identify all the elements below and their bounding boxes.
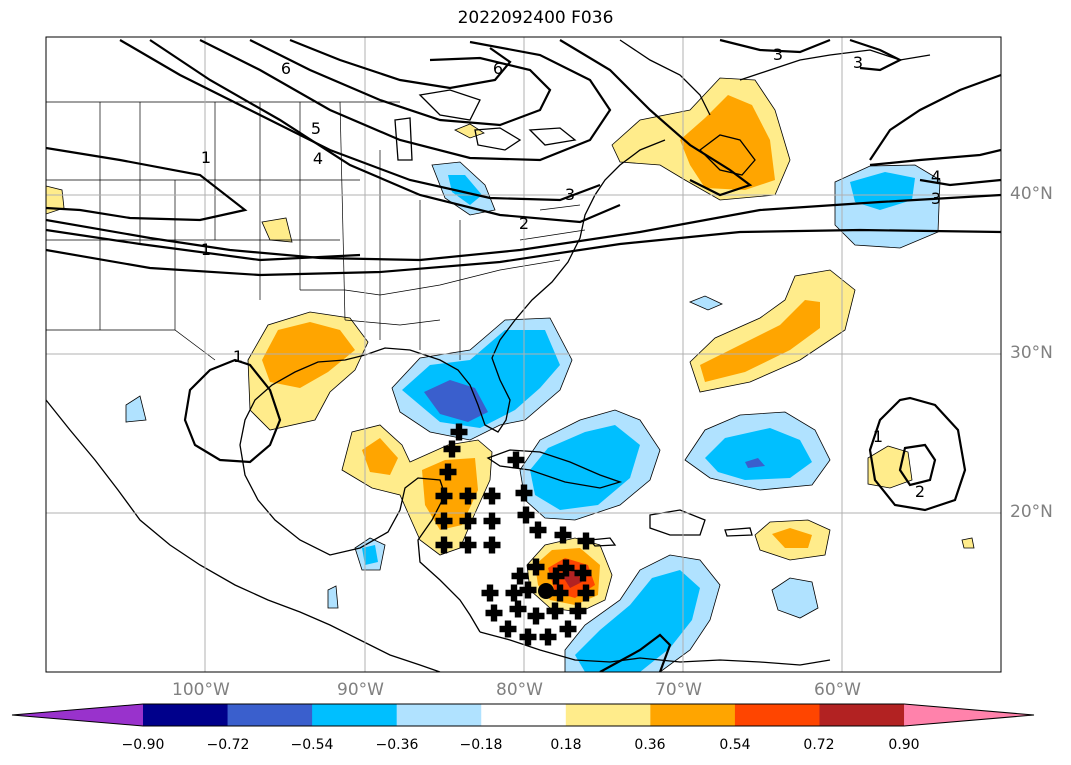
gridlines <box>46 37 1001 672</box>
ensemble-plus-marker <box>577 584 595 602</box>
ensemble-plus-marker <box>443 440 461 458</box>
contour-label: 3 <box>773 45 783 64</box>
ensemble-plus-marker <box>527 607 545 625</box>
lon-label-100w: 100°W <box>172 680 230 700</box>
contours <box>46 38 1001 672</box>
colorbar-tick: −0.54 <box>290 737 334 753</box>
colorbar-tick: −0.90 <box>121 737 165 753</box>
colorbar-segment <box>565 704 651 726</box>
ensemble-plus-marker <box>519 581 537 599</box>
colorbar-tick: −0.72 <box>206 737 250 753</box>
ensemble-plus-marker <box>569 602 587 620</box>
contour-label: 3 <box>931 189 941 208</box>
lat-label-30n: 30°N <box>1010 343 1053 363</box>
contour-label: 5 <box>311 119 321 138</box>
colorbar-segment <box>481 704 567 726</box>
ensemble-plus-marker <box>519 628 537 646</box>
ensemble-plus-marker <box>435 512 453 530</box>
map-frame <box>45 36 1002 673</box>
colorbar-segment <box>143 704 229 726</box>
colorbar-tick: 0.36 <box>634 737 666 753</box>
ensemble-plus-marker <box>499 620 517 638</box>
colorbar-tick: −0.18 <box>459 737 503 753</box>
ensemble-plus-marker <box>483 487 501 505</box>
ensemble-plus-marker <box>511 567 529 585</box>
colorbar-segment <box>819 704 905 726</box>
colorbar-tick: −0.36 <box>375 737 419 753</box>
contour-label: 6 <box>493 59 503 78</box>
ensemble-plus-marker <box>577 532 595 550</box>
storm-center-marker <box>538 583 554 599</box>
colorbar-segment <box>650 704 736 726</box>
colorbar-segment <box>734 704 820 726</box>
contour-label: 4 <box>931 167 941 186</box>
ensemble-plus-marker <box>483 536 501 554</box>
colorbar-segment <box>227 704 313 726</box>
contour-label: 1 <box>873 427 883 446</box>
ensemble-plus-marker <box>546 602 564 620</box>
ensemble-plus-marker <box>450 423 468 441</box>
ensemble-plus-marker <box>435 487 453 505</box>
lon-label-80w: 80°W <box>496 680 543 700</box>
colorbar-tick: 0.18 <box>550 737 582 753</box>
ensemble-plus-marker <box>481 584 499 602</box>
colorbar-segment <box>312 704 398 726</box>
lat-label-40n: 40°N <box>1010 184 1053 204</box>
ensemble-plus-marker <box>435 536 453 554</box>
ensemble-plus-marker <box>551 584 569 602</box>
ensemble-plus-marker <box>459 512 477 530</box>
contour-label: 1 <box>233 347 243 366</box>
ensemble-plus-marker <box>527 558 545 576</box>
ensemble-plus-marker <box>483 512 501 530</box>
ensemble-plus-marker <box>515 484 533 502</box>
ensemble-plus-marker <box>554 526 572 544</box>
ensemble-plus-marker <box>547 567 565 585</box>
contour-label: 4 <box>313 149 323 168</box>
ensemble-plus-marker <box>529 521 547 539</box>
ensemble-plus-marker <box>574 564 592 582</box>
shaded-field <box>46 77 975 672</box>
coastlines <box>46 39 931 672</box>
ensemble-plus-marker <box>505 584 523 602</box>
ensemble-markers <box>435 423 595 646</box>
ensemble-plus-marker <box>439 463 457 481</box>
ensemble-plus-marker <box>509 600 527 618</box>
lon-label-60w: 60°W <box>814 680 861 700</box>
colorbar-outline <box>11 703 1035 727</box>
ensemble-plus-marker <box>459 536 477 554</box>
ensemble-plus-marker <box>539 628 557 646</box>
contour-labels: 6 6 3 5 4 1 3 2 1 1 4 3 1 2 3 <box>201 45 941 501</box>
colorbar-tick: 0.90 <box>888 737 920 753</box>
contour-label: 1 <box>201 148 211 167</box>
ensemble-plus-marker <box>559 620 577 638</box>
colorbar-extend-low <box>12 704 143 726</box>
contour-label: 1 <box>201 240 211 259</box>
lon-label-70w: 70°W <box>655 680 702 700</box>
ensemble-plus-marker <box>485 604 503 622</box>
contour-label: 3 <box>853 53 863 72</box>
contour-label: 3 <box>565 185 575 204</box>
contour-label: 2 <box>915 482 925 501</box>
colorbar-tick: 0.72 <box>803 737 835 753</box>
colorbar-segment <box>396 704 482 726</box>
colorbar-extend-high <box>904 704 1034 726</box>
map-title: 2022092400 F036 <box>457 8 614 28</box>
colorbar <box>11 703 1035 727</box>
lat-label-20n: 20°N <box>1010 502 1053 522</box>
lon-label-90w: 90°W <box>337 680 384 700</box>
ensemble-plus-marker <box>507 451 525 469</box>
ensemble-plus-marker <box>459 487 477 505</box>
ensemble-plus-marker <box>517 506 535 524</box>
contour-label: 2 <box>519 214 529 233</box>
colorbar-tick: 0.54 <box>719 737 751 753</box>
ensemble-plus-marker <box>557 559 575 577</box>
contour-label: 6 <box>281 59 291 78</box>
